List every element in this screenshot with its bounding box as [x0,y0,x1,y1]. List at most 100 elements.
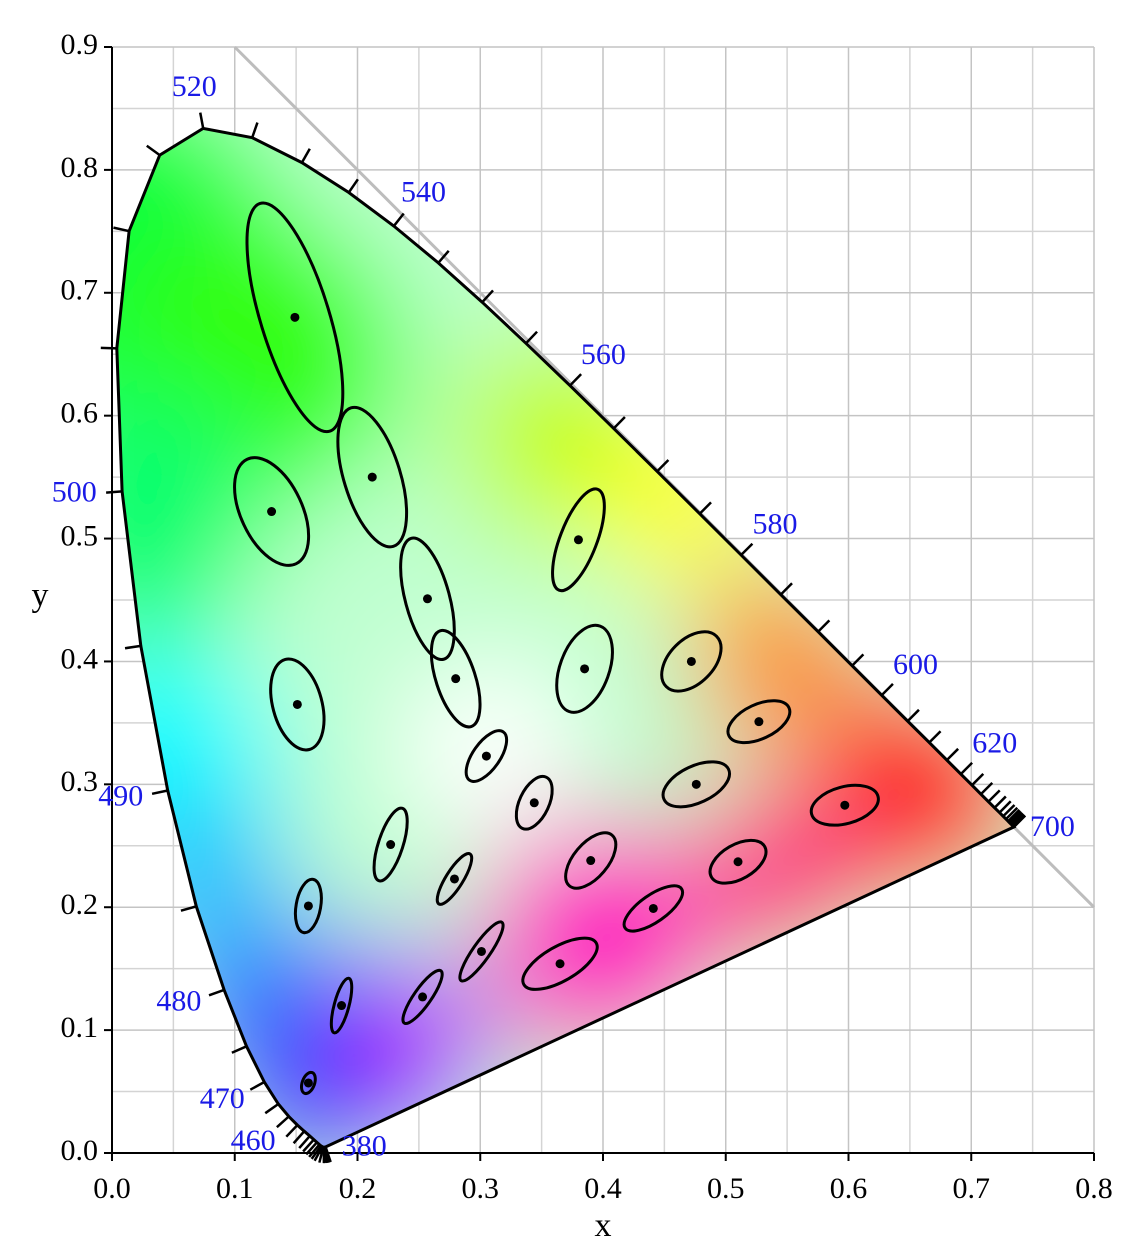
wavelength-label: 470 [200,1082,245,1115]
wavelength-tick [208,988,225,997]
macadam-ellipse [622,884,685,933]
wavelength-tick [146,144,161,157]
wavelength-tick [437,249,450,264]
ellipse-center [303,901,313,911]
macadam-ellipse [233,456,311,567]
ellipse-center [292,699,302,709]
wavelength-tick [945,747,960,762]
wavelength-tick [231,1045,248,1054]
macadam-ellipse [299,1070,317,1096]
marks: 0.0 0.1 0.2 0.3 0.4 0.5 0.6 0.7 0.8 0.0 0.1 0.2 0.3 0… [52,28,1113,1205]
x-tick-label: 0.4 [584,1172,622,1205]
wavelength-tick [113,226,130,233]
macadam-ellipse [708,838,768,885]
macadam-ellipse [429,628,482,729]
macadam-ellipse [521,936,599,991]
macadam-ellipse [336,405,409,549]
x-tick-label: 0.1 [216,1172,254,1205]
wavelength-tick [779,582,793,596]
wavelength-tick [199,112,205,129]
x-tick-label: 0.6 [830,1172,868,1205]
wavelength-label: 580 [753,508,798,541]
wavelength-tick [525,330,538,345]
wavelength-tick [298,1135,311,1149]
macadam-ellipse [464,729,509,783]
color-blob [480,820,720,1060]
macadam-ellipse [661,760,731,809]
wavelength-tick [276,1115,290,1129]
ellipse-center [267,507,277,517]
ellipse-center [555,959,565,969]
wavelength-tick [987,789,1001,803]
x-tick-label: 0.5 [707,1172,745,1205]
wavelength-label: 620 [972,727,1017,760]
wavelength-tick [698,501,712,515]
wavelength-tick [1012,814,1027,828]
y-axis-label: y [32,577,49,614]
wavelength-label: 490 [98,780,143,813]
wavelength-tick [180,905,197,912]
wavelength-tick [292,1130,306,1145]
macadam-ellipse [245,201,345,434]
ellipse-center [648,903,658,913]
wavelength-tick [264,1102,280,1115]
wavelength-tick [249,1080,265,1091]
wavelength-tick [300,148,311,164]
macadam-ellipse [458,920,505,983]
macadam-ellipse [435,852,474,906]
wavelength-tick [310,1145,323,1160]
wavelength-tick [656,459,670,473]
ellipse-center [449,874,459,884]
y-tick-label: 0.7 [61,274,99,307]
wavelength-tick [817,619,831,633]
wavelength-label: 700 [1030,810,1075,843]
ellipse-center [580,664,590,674]
ellipse-center [386,840,396,850]
wavelength-tick [1008,810,1022,824]
wavelength-tick [392,212,405,227]
wavelength-tick [569,373,583,387]
ellipse-center [451,674,461,684]
wavelength-tick [998,800,1012,814]
y-tick-label: 0.0 [61,1134,99,1167]
x-tick-label: 0.3 [462,1172,500,1205]
y-tick-label: 0.9 [61,28,99,61]
macadam-ellipse [564,831,618,890]
ellipse-center [367,472,377,482]
wavelength-tick [959,761,973,776]
wavelength-tick [318,1146,325,1163]
macadam-ellipse [293,877,323,935]
wavelength-tick [347,178,359,194]
ellipse-center [733,857,743,867]
macadam-ellipse [399,536,456,662]
macadam-ellipse [660,630,723,693]
wavelength-tick [481,289,494,304]
ellipse-center [337,1001,347,1011]
wavelength-label: 540 [401,176,446,209]
wavelength-tick [740,542,754,556]
ellipse-center [476,946,486,956]
ellipse-center [573,535,583,545]
wavelength-tick [1007,809,1021,823]
ellipse-center [691,779,701,789]
color-blob [590,410,770,590]
macadam-ellipse [372,806,409,883]
y-tick-label: 0.2 [61,888,99,921]
wavelength-label: 560 [581,338,626,371]
wavelength-tick [308,1143,321,1158]
macadam-ellipse [329,976,354,1035]
macadam-ellipse [269,657,326,752]
wavelength-tick [851,653,865,667]
wavelength-tick [305,1141,318,1156]
color-blob [116,390,270,650]
wavelength-tick [993,795,1007,809]
wavelength-tick [106,490,123,494]
macadam-ellipse [514,774,554,831]
ellipse-center [754,717,764,727]
x-axis-label: x [595,1207,612,1244]
ellipse-center [422,594,432,604]
wavelength-label: 480 [156,984,201,1017]
ellipse-center [840,800,850,810]
